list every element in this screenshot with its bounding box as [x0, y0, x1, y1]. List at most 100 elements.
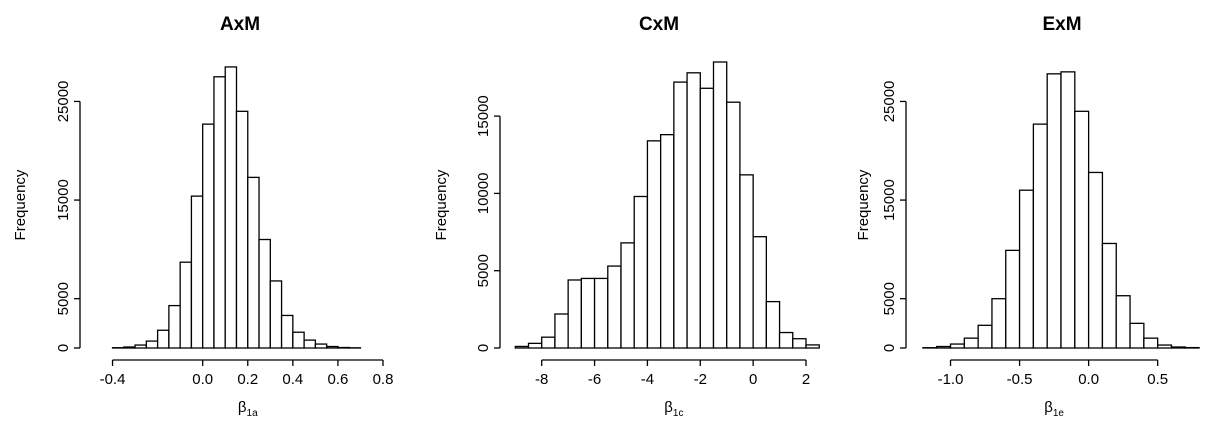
bars [922, 71, 1200, 349]
bars [111, 66, 362, 349]
histogram-bar [739, 174, 754, 349]
histogram-bar [179, 261, 193, 349]
histogram-bar [765, 300, 781, 349]
histogram-bar [145, 340, 159, 349]
x-axis-label-symbol: β [1044, 399, 1053, 416]
histogram-bar [673, 81, 688, 349]
histogram-bar [527, 342, 543, 349]
histogram-bar [326, 345, 339, 349]
x-tick-label: 0.5 [1147, 371, 1168, 388]
y-tick-label: 5000 [881, 282, 898, 315]
histogram-bar [712, 61, 728, 349]
y-axis-label: Frequency [855, 169, 872, 240]
panel-exm: ExM Frequency β1e -1.0 -0.5 0.0 0.5 0 5000 150… [855, 14, 1200, 419]
x-tick-label: 0 [749, 371, 757, 388]
y-tick-label: 0 [55, 344, 72, 352]
histogram-bar [202, 123, 215, 349]
x-tick-label: 0.0 [1078, 371, 1099, 388]
x-tick-label: 0.6 [327, 371, 348, 388]
histogram-bar [778, 331, 794, 349]
histogram-bar [190, 195, 204, 349]
histogram-bar [607, 265, 622, 349]
histogram-bar [1170, 346, 1186, 349]
y-axis: 0 5000 15000 25000 [881, 81, 907, 352]
histogram-bar [1060, 71, 1076, 349]
histogram-bar [134, 344, 147, 349]
x-tick-label: -0.5 [1007, 371, 1033, 388]
histogram-bar [280, 314, 294, 349]
y-tick-label: 15000 [475, 95, 492, 137]
histogram-bar [686, 72, 701, 349]
y-tick-label: 15000 [881, 179, 898, 221]
histogram-bar [752, 236, 768, 349]
panel-axm: AxM Frequency β1a -0.4 0.0 0.2 0.4 0.6 0.8 0 50… [12, 14, 393, 419]
histogram-bar [1005, 249, 1021, 349]
x-axis-label: β1e [1044, 399, 1064, 419]
histogram-bar [213, 76, 226, 349]
histogram-bar [991, 298, 1007, 349]
x-axis-label-subscript: 1a [247, 408, 259, 419]
x-axis: -0.4 0.0 0.2 0.4 0.6 0.8 [100, 359, 393, 388]
x-tick-label: -2 [694, 371, 707, 388]
x-tick-label: 2 [802, 371, 810, 388]
histogram-bar [224, 66, 238, 349]
panel-cxm: CxM Frequency β1c -8 -6 -4 -2 0 2 0 5000 10000 15… [433, 14, 820, 419]
histogram-bar [805, 344, 820, 349]
x-tick-label: -6 [588, 371, 601, 388]
histogram-bar [792, 338, 807, 349]
histogram-bar [977, 324, 993, 349]
histogram-bar [269, 280, 283, 349]
histogram-bar [156, 329, 170, 349]
histogram-bar [1115, 295, 1131, 349]
histogram-bar [1046, 73, 1062, 349]
x-tick-label: 0.0 [192, 371, 213, 388]
y-tick-label: 0 [881, 344, 898, 352]
histogram-bar [567, 279, 583, 349]
x-tick-label: -0.4 [100, 371, 126, 388]
chart-title: CxM [639, 14, 679, 35]
histogram-bar [554, 313, 569, 349]
histogram-bar [314, 343, 328, 349]
x-axis: -8 -6 -4 -2 0 2 [535, 359, 810, 388]
histogram-bar [633, 195, 649, 349]
y-tick-label: 0 [475, 344, 492, 352]
histogram-bar [1087, 171, 1104, 349]
x-tick-label: -4 [641, 371, 654, 388]
histogram-bar [235, 110, 249, 349]
histogram-bar [1101, 242, 1117, 349]
histogram-bar [303, 339, 317, 349]
histogram-bar [247, 176, 260, 349]
histogram-bar [123, 346, 136, 349]
x-tick-label: -8 [535, 371, 548, 388]
histogram-bar [580, 277, 596, 349]
histogram-bar [963, 337, 979, 349]
y-axis: 0 5000 15000 25000 [55, 81, 81, 352]
histogram-bar [699, 87, 715, 349]
x-tick-label: 0.4 [282, 371, 303, 388]
x-axis-label-symbol: β [664, 399, 673, 416]
y-tick-label: 5000 [475, 254, 492, 287]
x-axis-label: β1a [238, 399, 258, 419]
y-tick-label: 25000 [55, 81, 72, 123]
x-tick-label: -1.0 [938, 371, 964, 388]
y-tick-label: 15000 [55, 179, 72, 221]
histogram-bar [1157, 344, 1173, 349]
histogram-bar [514, 345, 530, 349]
y-tick-label: 25000 [881, 81, 898, 123]
x-axis: -1.0 -0.5 0.0 0.5 [938, 359, 1168, 388]
histogram-bar [1074, 110, 1090, 349]
y-axis-label: Frequency [433, 169, 450, 240]
histogram-bar [646, 140, 662, 349]
y-axis-label: Frequency [12, 169, 29, 240]
histogram-bar [1129, 322, 1145, 349]
histogram-bar [1018, 189, 1035, 349]
x-axis-label-symbol: β [238, 399, 247, 416]
x-axis-label-subscript: 1e [1053, 408, 1065, 419]
histogram-bar [168, 304, 181, 349]
histogram-bar [936, 345, 952, 349]
x-axis-label: β1c [664, 399, 683, 419]
histogram-bar [1032, 123, 1048, 349]
chart-title: ExM [1042, 14, 1081, 35]
x-tick-label: 0.2 [237, 371, 258, 388]
